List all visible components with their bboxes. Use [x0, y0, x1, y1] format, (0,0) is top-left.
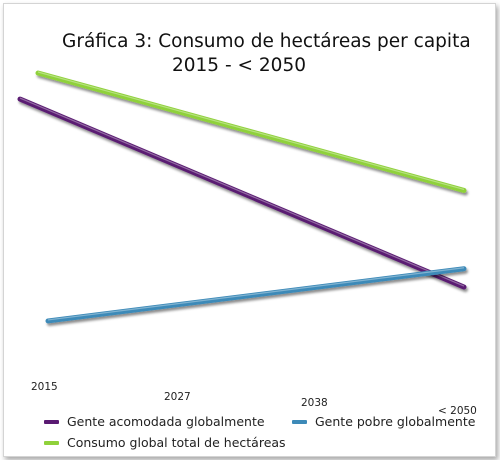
legend-swatch	[44, 440, 59, 445]
x-tick-label: < 2050	[438, 405, 477, 417]
legend-item: Gente acomodada globalmente	[44, 414, 265, 429]
x-tick-label: 2038	[301, 397, 328, 409]
legend-item: Gente pobre globalmente	[292, 414, 475, 429]
chart-frame	[3, 3, 496, 457]
legend-swatch	[292, 419, 307, 424]
series-line-pobre	[45, 266, 467, 324]
x-tick-label: 2027	[164, 391, 191, 403]
series-line-pobre-highlight	[47, 267, 465, 321]
series-line-acomodada-highlight	[19, 97, 465, 287]
legend-item: Consumo global total de hectáreas	[44, 435, 286, 450]
chart-subtitle: 2015 - < 2050	[172, 55, 306, 76]
series-line-consumo-highlight	[37, 71, 465, 191]
series-line-acomodada	[17, 96, 467, 290]
legend-label: Gente acomodada globalmente	[67, 414, 265, 429]
series-line-consumo	[35, 70, 467, 193]
x-tick-label: 2015	[31, 381, 58, 393]
chart-title: Gráfica 3: Consumo de hectáreas per capi…	[62, 31, 471, 52]
legend-label: Consumo global total de hectáreas	[67, 435, 286, 450]
legend-swatch	[44, 419, 59, 424]
legend-label: Gente pobre globalmente	[315, 414, 476, 429]
